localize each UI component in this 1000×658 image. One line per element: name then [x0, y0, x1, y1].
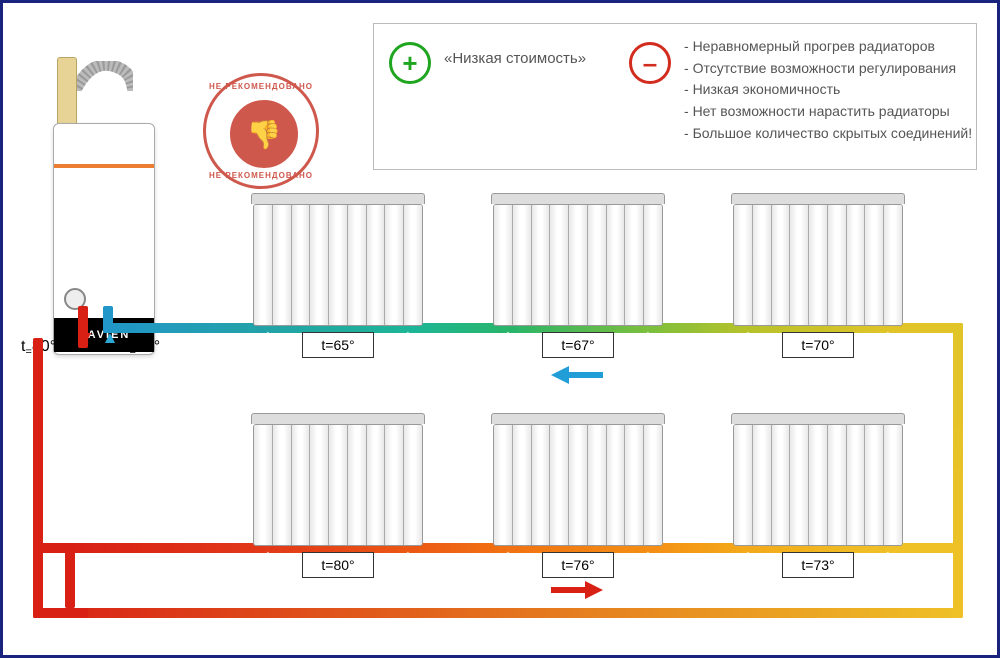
pipe-segment	[33, 338, 43, 618]
boiler: NAVIEN	[43, 43, 153, 343]
stamp-text-top: НЕ РЕКОМЕНДОВАНО	[206, 82, 316, 91]
con-item: Отсутствие возможности регулирования	[684, 58, 972, 80]
pro-text: «Низкая стоимость»	[444, 50, 586, 67]
radiator: t=67°	[493, 193, 663, 358]
temp-label: t=73°	[782, 552, 854, 578]
return-temp-label: t=60°	[125, 338, 160, 358]
temp-label: t=67°	[542, 332, 614, 358]
cons-list: Неравномерный прогрев радиаторов Отсутст…	[684, 36, 972, 144]
radiator: t=80°	[253, 413, 423, 578]
return-up-arrow-icon	[105, 333, 115, 343]
pipe-segment	[78, 306, 88, 348]
pros-cons-box: + «Низкая стоимость» – Неравномерный про…	[373, 23, 977, 170]
temp-label: t=76°	[542, 552, 614, 578]
stamp-text-bottom: НЕ РЕКОМЕНДОВАНО	[206, 171, 316, 180]
diagram-canvas: + «Низкая стоимость» – Неравномерный про…	[0, 0, 1000, 658]
pipe-segment	[953, 323, 963, 618]
con-item: Нет возможности нарастить радиаторы	[684, 101, 972, 123]
temp-label: t=65°	[302, 332, 374, 358]
con-item: Низкая экономичность	[684, 79, 972, 101]
radiator: t=76°	[493, 413, 663, 578]
pipe-segment	[103, 306, 113, 333]
radiator: t=70°	[733, 193, 903, 358]
chimney	[57, 57, 77, 129]
pipe-segment	[65, 543, 268, 553]
radiator: t=73°	[733, 413, 903, 578]
not-recommended-stamp: НЕ РЕКОМЕНДОВАНО 👎 НЕ РЕКОМЕНДОВАНО	[203, 73, 313, 183]
pipe-segment	[33, 543, 75, 553]
plus-icon: +	[389, 42, 431, 84]
radiator: t=65°	[253, 193, 423, 358]
flex-pipe	[77, 61, 133, 91]
thumbs-down-icon: 👎	[230, 100, 298, 168]
con-item: Неравномерный прогрев радиаторов	[684, 36, 972, 58]
pipe-segment	[33, 608, 88, 618]
pipe-segment	[33, 608, 963, 618]
minus-icon: –	[629, 42, 671, 84]
temp-label: t=80°	[302, 552, 374, 578]
temp-label: t=70°	[782, 332, 854, 358]
con-item: Большое количество скрытых соединений!	[684, 123, 972, 145]
pipe-segment	[103, 323, 268, 333]
